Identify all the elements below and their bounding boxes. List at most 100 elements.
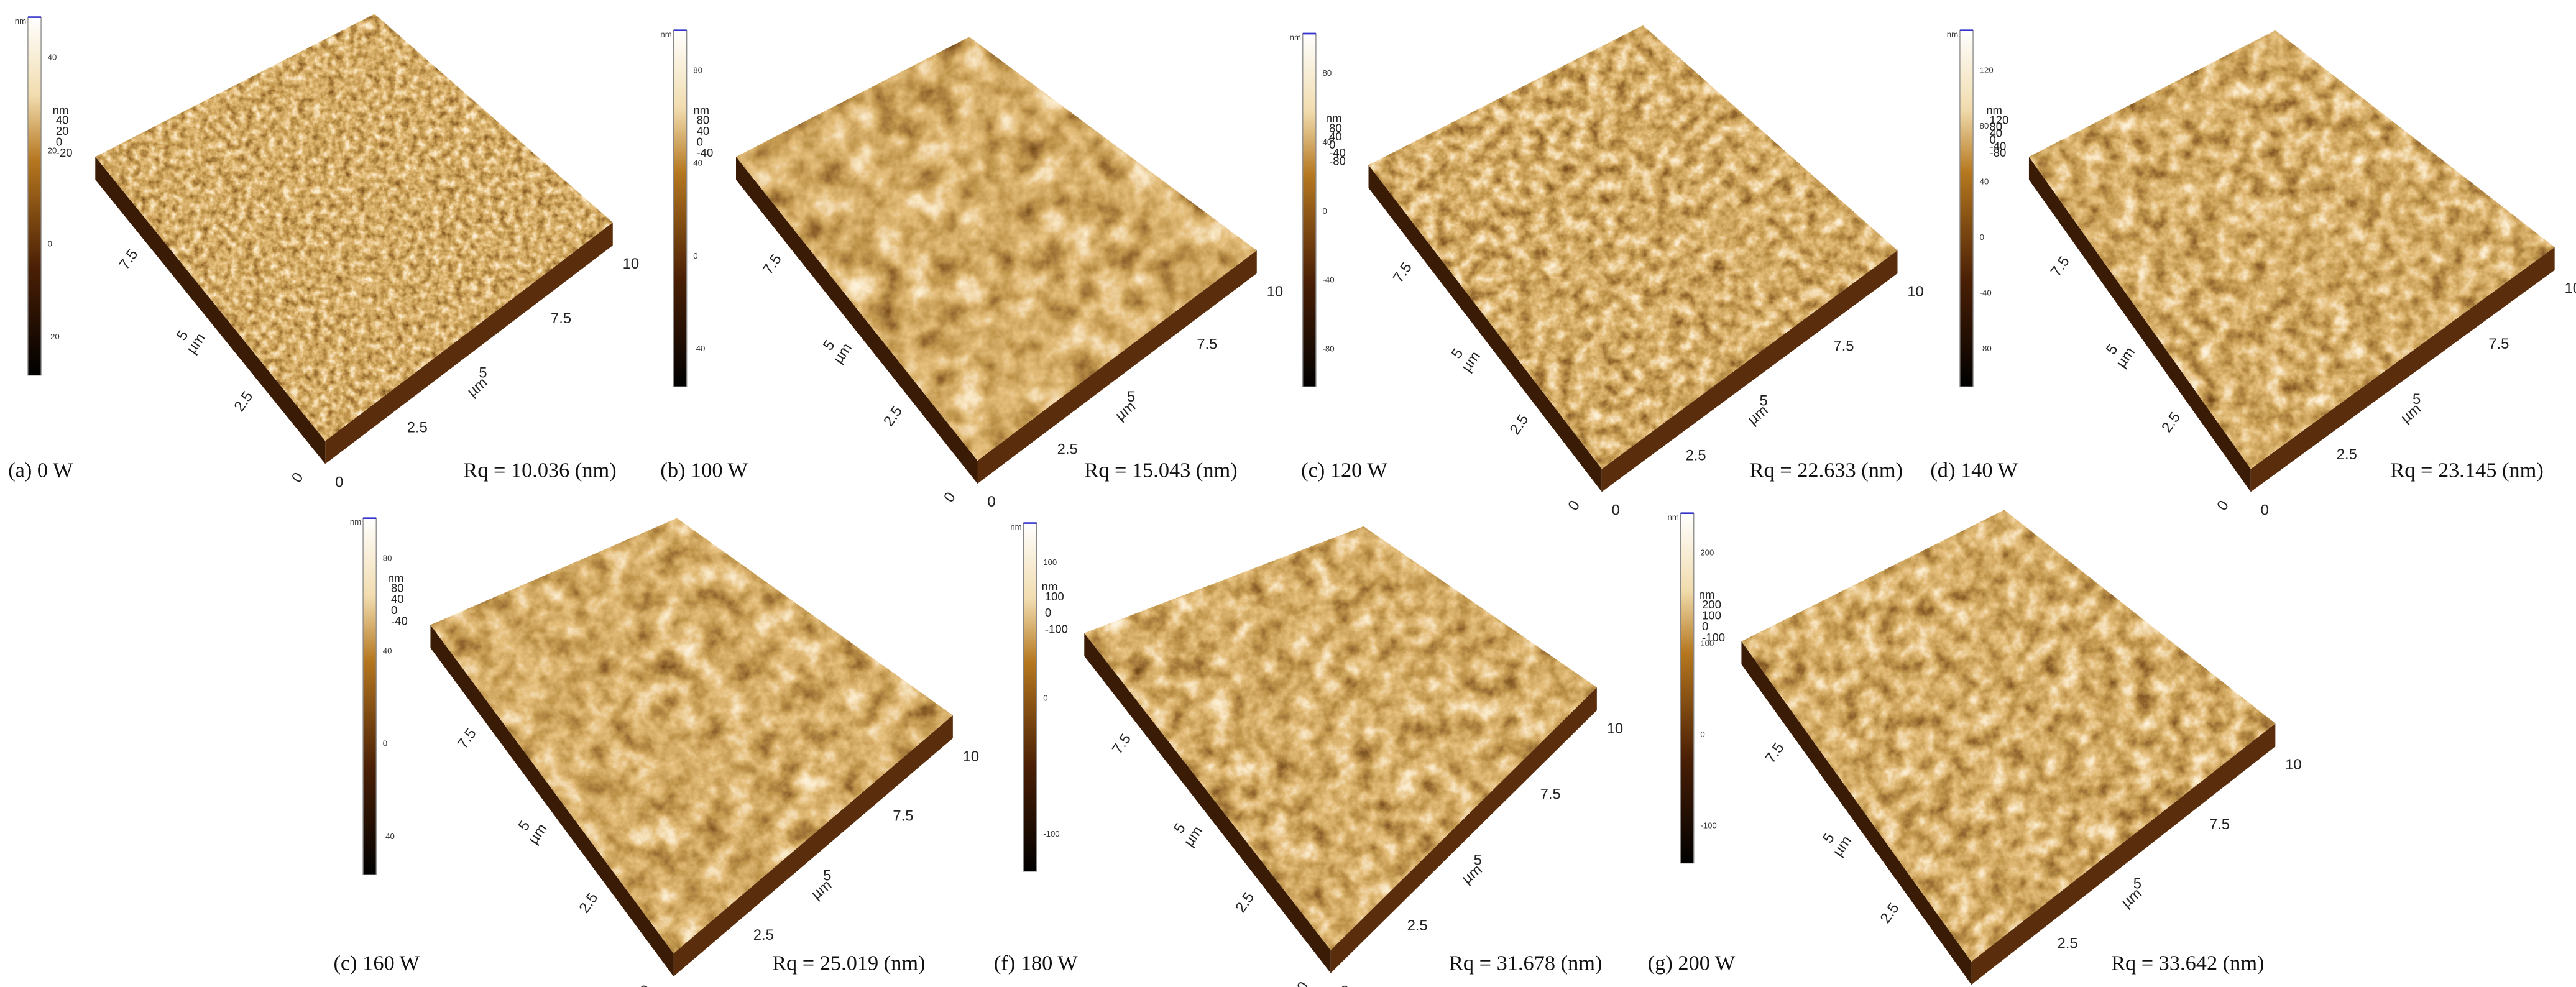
colorbar-tick-label: 200 [1700, 548, 1714, 557]
y-tick-label: 0 [941, 489, 959, 505]
z-tick-label: 0 [1990, 133, 1996, 146]
x-tick-label: 2.5 [1686, 447, 1706, 464]
surface-side [2028, 157, 2251, 492]
z-unit: nm [1986, 104, 2002, 117]
y-tick-label: 2.5 [880, 403, 906, 430]
roughness-label: Rq = 10.036 (nm) [463, 459, 616, 482]
z-tick-label: -20 [56, 146, 73, 159]
colorbar-tick-label: 0 [1323, 206, 1327, 216]
z-tick-label: 80 [1329, 122, 1342, 135]
x-tick-label: 5 [479, 365, 487, 382]
x-tick-label: 7.5 [2209, 816, 2230, 833]
z-tick-label: -80 [1329, 154, 1346, 167]
z-tick-label: 0 [1329, 138, 1335, 151]
panel-caption: (g) 200 W [1648, 951, 1736, 975]
surface-side [673, 715, 953, 976]
afm-surface [736, 37, 1257, 461]
x-tick-label: 10 [1907, 283, 1923, 300]
x-tick-label: 0 [335, 474, 343, 490]
z-tick-label: 80 [1990, 120, 2003, 133]
colorbar [1302, 33, 1317, 387]
x-tick-label: 5 [2133, 876, 2141, 893]
colorbar-unit: nm [350, 517, 361, 526]
colorbar-tick-label: 0 [48, 239, 52, 248]
colorbar-tick-label: 100 [1700, 639, 1714, 648]
colorbar-tick-label: 80 [383, 553, 392, 562]
colorbar-tick-label: -40 [1980, 288, 1992, 297]
colorbar-tick-label: -80 [1323, 344, 1335, 353]
z-tick-label: 20 [56, 124, 69, 137]
z-unit: nm [53, 104, 69, 117]
panel-caption: (c) 120 W [1301, 459, 1387, 482]
surface-side [1741, 641, 1972, 985]
colorbar-tick-label: 40 [383, 646, 392, 656]
x-tick-label: 7.5 [1833, 338, 1854, 355]
y-tick-label: 7.5 [116, 246, 141, 273]
colorbar [1680, 513, 1695, 864]
z-tick-label: 40 [391, 592, 404, 605]
y-tick-label: 7.5 [1109, 731, 1134, 758]
x-tick-label: 5 [823, 867, 831, 884]
y-tick-label: 2.5 [576, 889, 601, 916]
surface-side [95, 157, 326, 464]
colorbar-unit: nm [1947, 29, 1958, 39]
colorbar-tick-label: 80 [1323, 68, 1332, 78]
x-tick-label: 7.5 [893, 808, 913, 825]
x-tick-label: 0 [2261, 502, 2269, 518]
surface-side [430, 625, 674, 976]
panel-caption: (c) 160 W [334, 951, 420, 975]
x-tick-label: 2.5 [1057, 441, 1078, 458]
y-tick-label: 0 [288, 469, 307, 485]
z-tick-label: 0 [56, 135, 62, 149]
colorbar-tick-label: 40 [693, 158, 702, 168]
colorbar-tick-label: 80 [693, 66, 702, 75]
x-tick-label: 10 [2285, 756, 2301, 773]
colorbar-tick-label: 0 [1980, 232, 1984, 242]
colorbar-tick-label: -100 [1700, 820, 1716, 830]
z-tick-label: -100 [1045, 623, 1068, 636]
z-tick-label: -100 [1702, 631, 1725, 644]
x-tick-label: 2.5 [2058, 935, 2078, 952]
z-unit: nm [1699, 588, 1715, 601]
z-tick-label: -40 [697, 146, 714, 159]
z-tick-label: -40 [391, 614, 408, 627]
z-tick-label: 0 [1702, 620, 1708, 633]
surface-side [736, 157, 978, 484]
z-tick-label: 40 [56, 113, 69, 126]
y-tick-label: 2.5 [231, 388, 256, 415]
colorbar-tick-label: 80 [1980, 121, 1989, 131]
colorbar-tick-label: -100 [1043, 829, 1059, 838]
z-tick-label: -40 [1990, 140, 2007, 153]
colorbar-tick-label: -40 [383, 832, 395, 841]
x-tick-label: 0 [1341, 983, 1349, 987]
colorbar-tick-label: 100 [1043, 558, 1057, 567]
colorbar [1959, 30, 1974, 387]
surface-side [1368, 165, 1602, 492]
x-tick-label: 5 [1760, 393, 1768, 410]
afm-surface [95, 14, 613, 441]
x-tick-label: 10 [2565, 280, 2576, 297]
z-tick-label: -80 [1990, 146, 2007, 159]
colorbar-unit: nm [1290, 33, 1301, 42]
y-tick-label: 7.5 [1390, 259, 1415, 286]
z-tick-label: 40 [1329, 130, 1342, 143]
colorbar-tick-label: -40 [693, 344, 705, 353]
colorbar-tick-label: 120 [1980, 66, 1994, 75]
z-unit: nm [693, 104, 709, 117]
x-tick-label: 7.5 [551, 310, 571, 327]
colorbar-tick-label: 20 [48, 146, 57, 155]
afm-panel: nm12080400-40-80nm12080400-40-80002.52.5… [1930, 29, 2576, 518]
panel-caption: (a) 0 W [8, 459, 73, 482]
y-tick-label: 2.5 [1506, 411, 1532, 438]
x-tick-label: 7.5 [1540, 786, 1561, 803]
z-unit: nm [1042, 580, 1058, 593]
surface-side [1601, 250, 1898, 492]
y-tick-label: 0 [2214, 497, 2232, 513]
surface-side [1971, 723, 2276, 985]
colorbar-tick-label: 0 [1700, 730, 1704, 739]
y-tick-label: 0 [1294, 979, 1312, 987]
colorbar-tick-label: 0 [1043, 693, 1047, 702]
